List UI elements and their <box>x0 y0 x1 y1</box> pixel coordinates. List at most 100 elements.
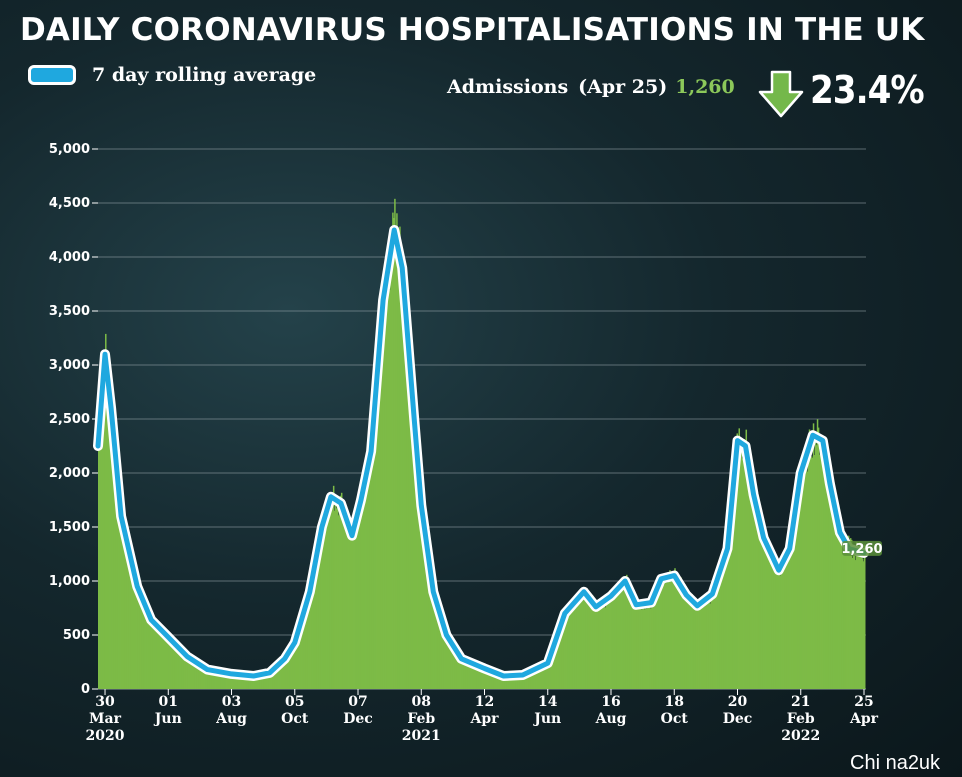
daily-bar <box>109 376 111 689</box>
daily-bar <box>622 581 624 689</box>
daily-bar <box>688 592 690 689</box>
daily-bar <box>128 543 130 689</box>
daily-bar <box>321 535 324 689</box>
daily-bar <box>412 410 414 689</box>
daily-bar <box>438 602 440 689</box>
daily-bar <box>196 662 198 689</box>
y-tick-label: 0 <box>81 682 90 697</box>
daily-bar <box>800 473 803 689</box>
daily-bar <box>504 676 507 689</box>
daily-bar <box>416 442 418 689</box>
daily-bar <box>366 487 368 689</box>
daily-bar <box>304 614 307 689</box>
daily-bar <box>769 549 772 689</box>
daily-bar <box>363 497 365 689</box>
daily-bar <box>154 627 156 689</box>
daily-bar <box>505 676 508 689</box>
daily-bar <box>757 499 760 689</box>
daily-bar <box>209 668 211 689</box>
y-tick-label: 2,500 <box>49 412 90 427</box>
daily-bar <box>271 670 274 689</box>
daily-bar <box>226 672 229 689</box>
chart-title: DAILY CORONAVIRUS HOSPITALISATIONS IN TH… <box>20 12 925 48</box>
daily-bar <box>493 672 496 689</box>
daily-bar <box>310 589 313 689</box>
daily-bar <box>756 514 759 689</box>
daily-bar <box>111 427 113 689</box>
daily-bar <box>183 653 185 689</box>
daily-bar <box>562 622 565 689</box>
daily-bar <box>653 591 655 689</box>
daily-bar <box>590 596 593 689</box>
daily-bar <box>278 664 281 689</box>
daily-bar <box>233 675 236 689</box>
daily-bar <box>554 645 557 689</box>
daily-bar <box>483 668 486 689</box>
daily-bar <box>512 675 515 689</box>
daily-bar <box>588 594 591 689</box>
daily-bar <box>584 600 587 689</box>
daily-bar <box>180 650 182 689</box>
daily-bar <box>594 609 597 689</box>
daily-bar <box>124 517 126 689</box>
daily-bar <box>182 653 184 689</box>
daily-bar <box>394 198 396 690</box>
admissions-date: (Apr 25) <box>578 76 668 98</box>
daily-bar <box>585 599 588 689</box>
daily-bar <box>413 407 415 689</box>
daily-bar <box>227 674 230 689</box>
daily-bar <box>664 575 666 689</box>
daily-bar <box>599 605 602 689</box>
daily-bar <box>589 598 592 689</box>
daily-bar <box>628 587 630 689</box>
daily-bar <box>411 383 413 689</box>
daily-bar <box>709 603 711 689</box>
daily-bar <box>301 624 304 689</box>
daily-bar <box>218 671 220 689</box>
daily-bar <box>763 531 766 689</box>
daily-bar <box>805 441 808 689</box>
daily-bar <box>802 467 805 689</box>
daily-bar <box>285 655 288 689</box>
daily-bar <box>835 519 838 689</box>
daily-bar <box>812 423 815 689</box>
daily-bar <box>818 454 821 689</box>
daily-bar <box>99 430 101 689</box>
daily-bar <box>745 429 748 689</box>
daily-bar <box>414 427 416 689</box>
daily-bar <box>248 676 251 689</box>
daily-bar <box>197 663 199 689</box>
daily-bar <box>854 560 857 689</box>
daily-bar <box>491 672 494 689</box>
daily-bar <box>822 438 825 689</box>
daily-bar <box>138 591 140 689</box>
daily-bar <box>176 643 178 689</box>
daily-bar <box>710 599 712 689</box>
daily-bar <box>711 592 713 689</box>
daily-bar <box>807 438 810 689</box>
end-label-bg <box>841 540 882 556</box>
daily-bar <box>474 664 476 689</box>
daily-bar <box>295 641 298 689</box>
daily-bar <box>566 617 569 689</box>
daily-bar <box>540 667 543 689</box>
daily-bar <box>773 563 776 689</box>
daily-bar <box>118 494 120 689</box>
daily-bar <box>401 280 403 689</box>
daily-bar <box>695 608 697 689</box>
daily-bar <box>385 285 387 689</box>
daily-bar <box>236 675 239 689</box>
daily-bar <box>731 508 733 689</box>
daily-bar <box>245 675 248 689</box>
daily-bar <box>354 516 356 689</box>
daily-bar <box>232 674 235 689</box>
daily-bar <box>613 590 615 689</box>
daily-bar <box>804 451 807 689</box>
daily-bar <box>754 511 757 689</box>
daily-bar <box>433 584 435 689</box>
daily-bar <box>602 595 605 689</box>
daily-bar <box>371 459 373 689</box>
daily-bar <box>463 659 465 689</box>
daily-bar <box>398 278 400 689</box>
